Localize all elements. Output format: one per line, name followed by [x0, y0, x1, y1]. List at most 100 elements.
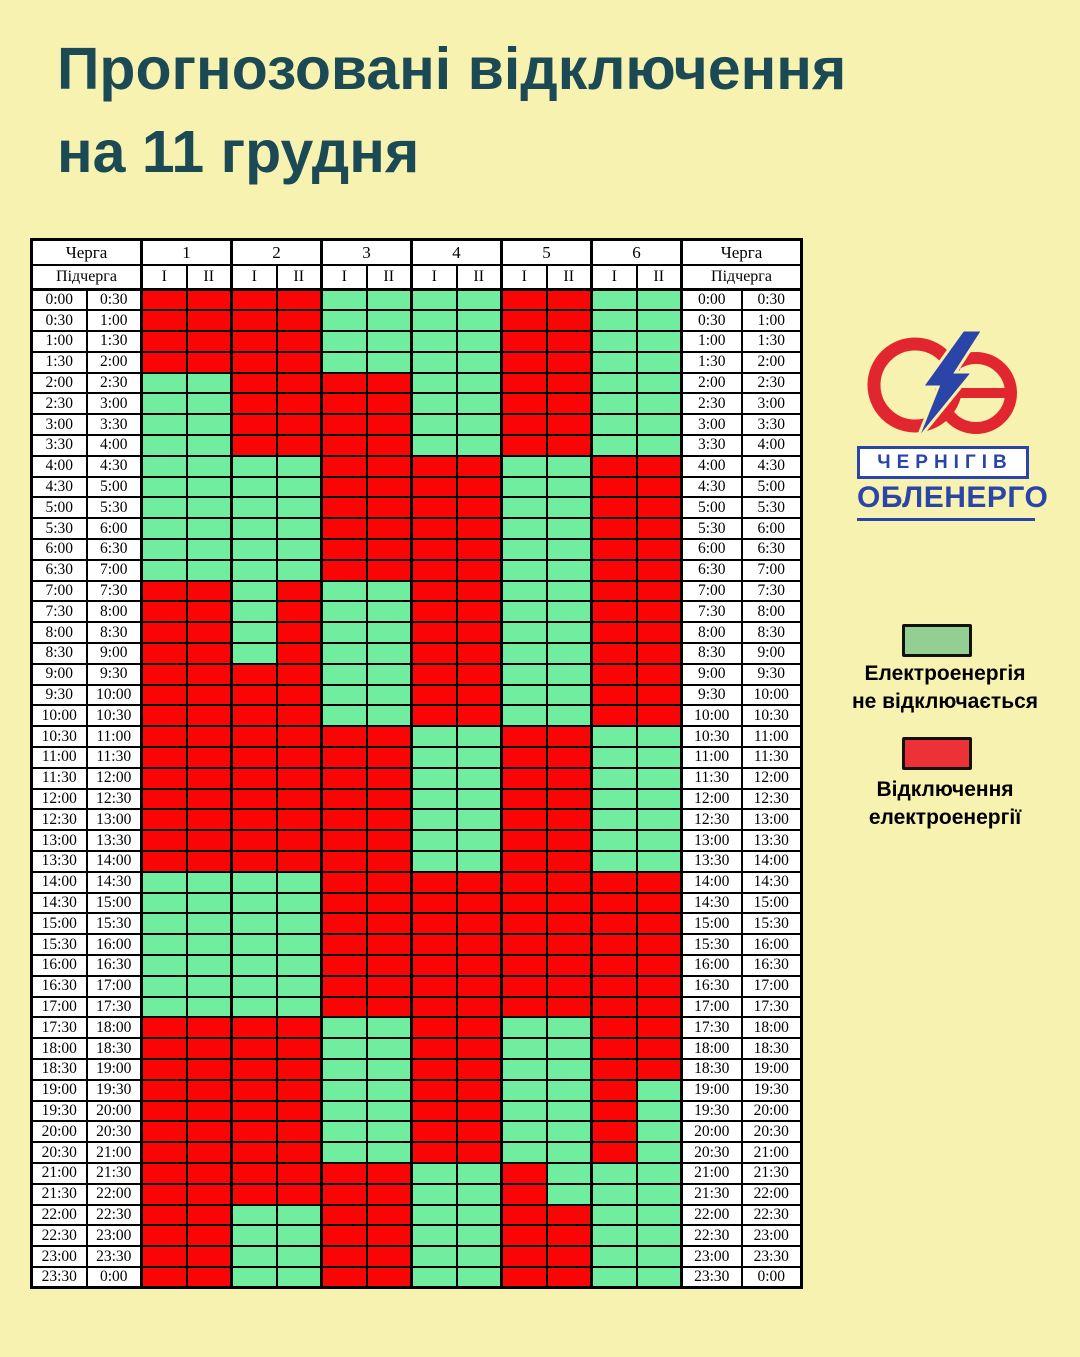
schedule-cell-queue-6-I: [590, 995, 638, 1019]
schedule-cell-queue-2-II: [275, 558, 323, 582]
time-cell: 23:30: [680, 1265, 743, 1289]
schedule-cell-queue-1-I: [140, 579, 188, 603]
schedule-cell-queue-3-I: [320, 496, 368, 520]
schedule-row: 17:00 17:30 17:00 17:30: [30, 995, 803, 1019]
schedule-cell-queue-4-II: [455, 1016, 503, 1040]
schedule-cell-queue-6-II: [635, 1078, 683, 1102]
time-cell: 0:30: [740, 288, 803, 312]
schedule-cell-queue-4-II: [455, 974, 503, 998]
schedule-cell-queue-6-II: [635, 350, 683, 374]
subqueue-column-header-5-I: I: [500, 264, 548, 291]
schedule-cell-queue-5-II: [545, 579, 593, 603]
schedule-cell-queue-5-II: [545, 766, 593, 790]
schedule-cell-queue-2-I: [230, 496, 278, 520]
time-cell: 8:30: [85, 621, 143, 645]
time-cell: 23:00: [680, 1245, 743, 1268]
schedule-cell-queue-1-I: [140, 1224, 188, 1248]
schedule-cell-queue-4-I: [410, 1141, 458, 1164]
schedule-cell-queue-2-I: [230, 600, 278, 624]
schedule-cell-queue-5-II: [545, 1182, 593, 1206]
schedule-cell-queue-1-II: [185, 662, 233, 686]
time-cell: 17:30: [85, 995, 143, 1019]
schedule-row: 23:00 23:30 23:00 23:30: [30, 1245, 803, 1268]
time-cell: 20:00: [30, 1120, 88, 1144]
schedule-cell-queue-1-II: [185, 683, 233, 707]
time-cell: 10:00: [680, 704, 743, 728]
subqueue-column-header-6-II: II: [635, 264, 683, 291]
schedule-cell-queue-5-II: [545, 725, 593, 749]
schedule-cell-queue-2-II: [275, 392, 323, 416]
time-cell: 7:30: [30, 600, 88, 624]
schedule-row: 11:00 11:30 11:00 11:30: [30, 746, 803, 769]
schedule-cell-queue-1-II: [185, 579, 233, 603]
schedule-cell-queue-6-II: [635, 475, 683, 499]
schedule-cell-queue-1-I: [140, 1078, 188, 1102]
schedule-cell-queue-6-II: [635, 850, 683, 873]
schedule-cell-queue-5-I: [500, 704, 548, 728]
schedule-cell-queue-4-II: [455, 725, 503, 749]
schedule-cell-queue-4-I: [410, 704, 458, 728]
schedule-cell-queue-2-I: [230, 766, 278, 790]
schedule-row: 2:00 2:30 2:00 2:30: [30, 371, 803, 395]
schedule-cell-queue-3-I: [320, 1120, 368, 1144]
schedule-cell-queue-2-II: [275, 1265, 323, 1289]
schedule-cell-queue-5-II: [545, 309, 593, 333]
schedule-cell-queue-5-II: [545, 933, 593, 956]
schedule-cell-queue-6-I: [590, 1057, 638, 1081]
time-cell: 15:30: [85, 912, 143, 936]
time-cell: 10:30: [740, 704, 803, 728]
schedule-cell-queue-6-I: [590, 683, 638, 707]
schedule-cell-queue-5-I: [500, 1099, 548, 1123]
time-cell: 6:00: [740, 517, 803, 541]
schedule-cell-queue-4-II: [455, 1224, 503, 1248]
schedule-cell-queue-4-I: [410, 1224, 458, 1248]
schedule-cell-queue-2-I: [230, 808, 278, 832]
schedule-cell-queue-6-II: [635, 683, 683, 707]
schedule-row: 14:00 14:30 14:00 14:30: [30, 870, 803, 894]
schedule-cell-queue-3-I: [320, 413, 368, 437]
schedule-cell-queue-4-II: [455, 704, 503, 728]
schedule-cell-queue-2-I: [230, 517, 278, 541]
schedule-cell-queue-3-II: [365, 870, 413, 894]
schedule-cell-queue-6-II: [635, 1016, 683, 1040]
schedule-cell-queue-4-II: [455, 933, 503, 956]
schedule-cell-queue-2-II: [275, 642, 323, 665]
schedule-cell-queue-4-I: [410, 787, 458, 811]
schedule-row: 0:30 1:00 0:30 1:00: [30, 309, 803, 333]
schedule-cell-queue-3-I: [320, 392, 368, 416]
schedule-cell-queue-3-II: [365, 1203, 413, 1227]
schedule-cell-queue-4-I: [410, 392, 458, 416]
schedule-cell-queue-3-I: [320, 330, 368, 353]
schedule-cell-queue-6-II: [635, 787, 683, 811]
schedule-cell-queue-1-I: [140, 371, 188, 395]
schedule-cell-queue-2-II: [275, 579, 323, 603]
schedule-cell-queue-6-I: [590, 1016, 638, 1040]
schedule-cell-queue-5-I: [500, 850, 548, 873]
schedule-cell-queue-4-II: [455, 579, 503, 603]
schedule-cell-queue-5-II: [545, 517, 593, 541]
schedule-cell-queue-4-I: [410, 829, 458, 853]
time-cell: 5:30: [30, 517, 88, 541]
time-cell: 15:00: [30, 912, 88, 936]
schedule-cell-queue-2-I: [230, 662, 278, 686]
time-cell: 15:00: [740, 891, 803, 915]
schedule-cell-queue-1-II: [185, 912, 233, 936]
schedule-cell-queue-4-I: [410, 1182, 458, 1206]
schedule-cell-queue-2-II: [275, 766, 323, 790]
time-cell: 21:30: [680, 1182, 743, 1206]
time-cell: 23:00: [740, 1224, 803, 1248]
schedule-cell-queue-5-II: [545, 1161, 593, 1185]
time-cell: 0:00: [740, 1265, 803, 1289]
schedule-cell-queue-4-I: [410, 954, 458, 977]
schedule-cell-queue-5-II: [545, 330, 593, 353]
schedule-cell-queue-6-II: [635, 517, 683, 541]
time-cell: 0:00: [30, 288, 88, 312]
time-cell: 19:00: [680, 1078, 743, 1102]
schedule-cell-queue-6-I: [590, 558, 638, 582]
schedule-cell-queue-2-II: [275, 995, 323, 1019]
time-cell: 4:30: [30, 475, 88, 499]
queue-header-left: Черга: [30, 238, 143, 266]
time-cell: 4:30: [680, 475, 743, 499]
schedule-row: 17:30 18:00 17:30 18:00: [30, 1016, 803, 1040]
time-cell: 3:00: [680, 413, 743, 437]
